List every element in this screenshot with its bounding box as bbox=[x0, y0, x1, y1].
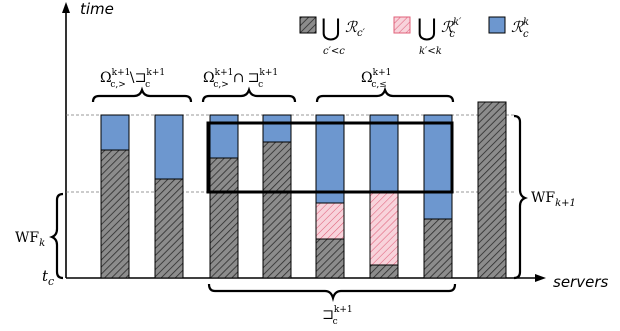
server-bar-5 bbox=[315, 114, 345, 279]
group-brace-2 bbox=[201, 86, 297, 103]
legend-label-2: ℛk′ c bbox=[441, 17, 462, 40]
server-bar-2 bbox=[154, 114, 184, 279]
legend-union-1: ⋃ bbox=[321, 14, 341, 42]
server-bar-6 bbox=[369, 114, 399, 279]
bottom-brace bbox=[207, 283, 457, 302]
y-axis-arrow bbox=[62, 2, 70, 13]
legend-label-1: ℛc′ bbox=[345, 18, 366, 39]
x-axis-label: servers bbox=[553, 273, 608, 291]
left-brace bbox=[49, 192, 64, 280]
origin-label: tc bbox=[42, 267, 54, 288]
server-bar-8 bbox=[477, 101, 507, 279]
server-bar-7 bbox=[423, 114, 453, 279]
group-brace-1 bbox=[91, 86, 193, 103]
y-axis-label: time bbox=[80, 0, 114, 18]
wf-k1-label: WFk+1 bbox=[531, 190, 576, 209]
wf-k-label: WFk bbox=[15, 230, 45, 249]
highlight-window bbox=[206, 121, 454, 194]
x-axis-arrow bbox=[535, 274, 546, 282]
group-label-3: Ωk+1 c,≤ bbox=[361, 68, 391, 90]
legend-union-2: ⋃ bbox=[417, 14, 437, 42]
server-bar-4 bbox=[262, 114, 292, 279]
legend-swatch-blue bbox=[488, 16, 506, 34]
legend-under-2: k′<k bbox=[419, 46, 442, 57]
right-brace bbox=[513, 114, 528, 280]
group-brace-3 bbox=[315, 86, 455, 103]
server-bar-1 bbox=[100, 114, 130, 279]
server-bar-3 bbox=[209, 114, 239, 279]
group-label-1: Ωk+1 c,> \⊐k+1 c bbox=[100, 68, 165, 90]
legend-under-1: c′<c bbox=[323, 46, 345, 57]
legend: ⋃ c′<c ℛc′ ⋃ k′<k ℛk′ c ℛk c bbox=[299, 14, 529, 57]
legend-swatch-pink bbox=[393, 16, 411, 34]
group-label-2: Ωk+1 c,> ∩ ⊐k+1 c bbox=[203, 68, 278, 90]
legend-swatch-gray bbox=[299, 16, 317, 34]
legend-label-3: ℛk c bbox=[511, 17, 529, 40]
bottom-label: ⊐k+1 c bbox=[322, 305, 353, 327]
